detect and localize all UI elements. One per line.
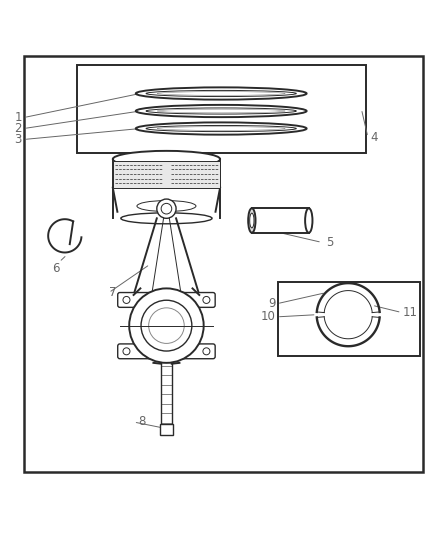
- Ellipse shape: [146, 108, 297, 114]
- Circle shape: [123, 348, 130, 355]
- Circle shape: [123, 296, 130, 303]
- FancyBboxPatch shape: [118, 293, 215, 308]
- Bar: [160, 424, 173, 435]
- Ellipse shape: [250, 213, 254, 228]
- Circle shape: [148, 308, 184, 343]
- Ellipse shape: [146, 91, 297, 96]
- Ellipse shape: [157, 109, 285, 113]
- Text: 2: 2: [14, 122, 22, 135]
- Text: 6: 6: [53, 262, 60, 275]
- Text: 4: 4: [370, 131, 378, 144]
- Circle shape: [203, 348, 210, 355]
- Ellipse shape: [137, 200, 196, 212]
- Text: 10: 10: [261, 310, 276, 324]
- FancyBboxPatch shape: [118, 344, 215, 359]
- Text: 7: 7: [110, 286, 117, 300]
- Bar: [252, 208, 309, 233]
- Ellipse shape: [146, 125, 297, 132]
- Bar: [113, 159, 220, 219]
- Circle shape: [203, 296, 210, 303]
- Text: 8: 8: [138, 416, 145, 429]
- Ellipse shape: [157, 92, 285, 95]
- Bar: [77, 65, 366, 152]
- Text: 9: 9: [268, 297, 276, 310]
- Circle shape: [157, 199, 176, 219]
- Circle shape: [129, 288, 204, 363]
- Ellipse shape: [305, 208, 312, 233]
- Ellipse shape: [113, 151, 220, 167]
- Ellipse shape: [248, 208, 255, 233]
- Text: 5: 5: [326, 236, 334, 249]
- Circle shape: [141, 300, 192, 351]
- Circle shape: [161, 204, 172, 214]
- Bar: [278, 282, 420, 356]
- Bar: [113, 161, 220, 188]
- Ellipse shape: [121, 213, 212, 224]
- Text: 11: 11: [403, 306, 418, 319]
- Text: 1: 1: [14, 111, 22, 124]
- Text: 3: 3: [14, 133, 22, 146]
- Ellipse shape: [157, 127, 285, 131]
